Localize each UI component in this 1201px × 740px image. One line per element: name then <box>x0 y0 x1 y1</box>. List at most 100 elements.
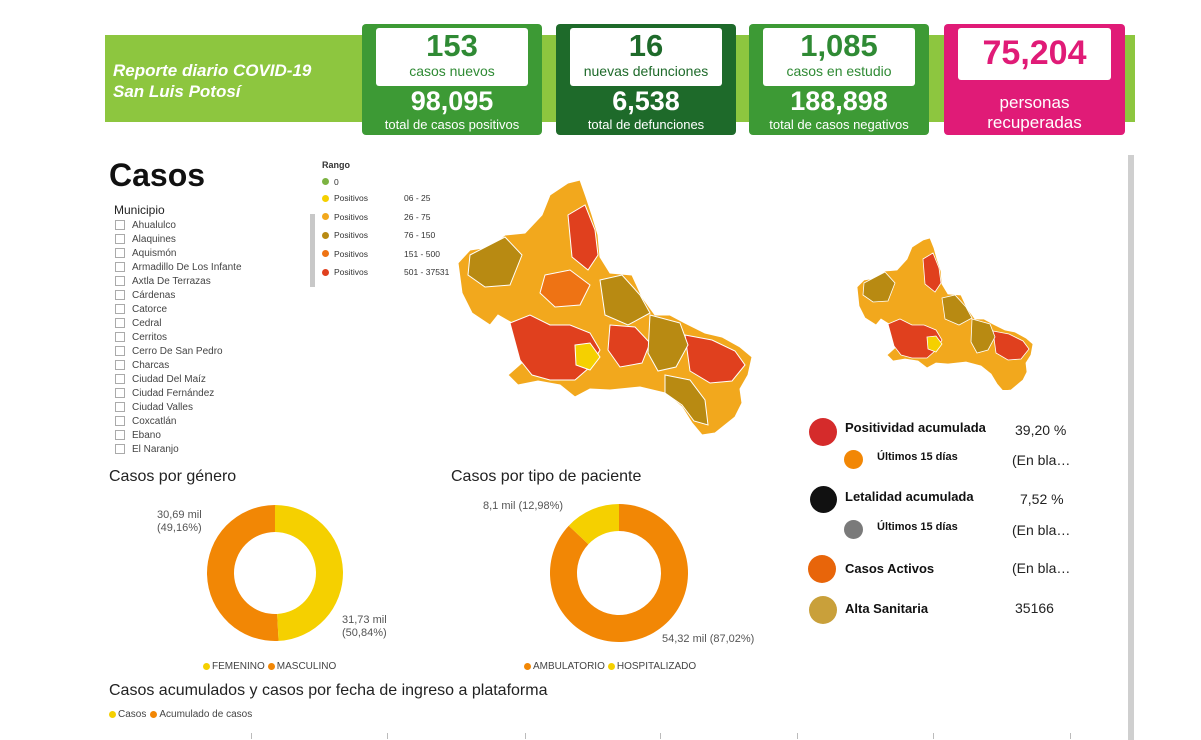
total-deaths-count: 6,538 <box>612 86 680 116</box>
alta-dot <box>809 596 837 624</box>
municipio-item[interactable]: Ciudad Fernández <box>115 386 315 400</box>
masculino-legend-dot <box>267 663 275 670</box>
municipio-filter-label: Municipio <box>114 203 165 217</box>
municipio-item[interactable]: Catorce <box>115 302 315 316</box>
total-deaths-label: total de defunciones <box>587 117 705 132</box>
municipio-checkbox[interactable] <box>115 220 125 230</box>
range-value: 06 - 25 <box>404 193 431 204</box>
municipio-checkbox[interactable] <box>115 416 125 426</box>
municipio-checkbox[interactable] <box>115 234 125 244</box>
casos-legend-label[interactable]: Casos <box>118 709 147 720</box>
gender-legend: FEMENINO MASCULINO <box>203 661 336 672</box>
municipio-label: Ciudad Fernández <box>132 387 215 399</box>
range-legend-item: Positivos 26 - 75 <box>322 208 449 227</box>
letalidad-value: 7,52 % <box>1020 491 1064 507</box>
gender-donut[interactable] <box>200 502 350 644</box>
femenino-legend-dot <box>203 663 210 670</box>
municipio-item[interactable]: Cerritos <box>115 330 315 344</box>
activos-value: (En bla… <box>1012 560 1071 576</box>
municipio-label: Alaquines <box>132 233 176 245</box>
municipio-checkbox[interactable] <box>115 276 125 286</box>
page-scrollbar[interactable] <box>1128 155 1134 740</box>
municipio-checkbox[interactable] <box>115 318 125 328</box>
municipio-item[interactable]: Alaquines <box>115 232 315 246</box>
recovered-count: 75,204 <box>982 34 1087 72</box>
municipio-item[interactable]: Axtla De Terrazas <box>115 274 315 288</box>
municipio-checkbox[interactable] <box>115 360 125 370</box>
state-map-large[interactable] <box>450 175 760 440</box>
range-value: 76 - 150 <box>404 230 436 241</box>
letalidad-15-label: Últimos 15 días <box>877 521 958 533</box>
municipio-checkbox[interactable] <box>115 304 125 314</box>
municipio-item[interactable]: Cárdenas <box>115 288 315 302</box>
municipio-label: Catorce <box>132 303 168 315</box>
letalidad-label: Letalidad acumulada <box>845 489 974 504</box>
patient-amb-label: 54,32 mil (87,02%) <box>662 633 755 645</box>
municipio-item[interactable]: Cerro De San Pedro <box>115 344 315 358</box>
range-dot <box>322 194 329 202</box>
timeline-axis-tick <box>1070 733 1071 739</box>
report-title-line2: San Luis Potosí <box>113 82 241 101</box>
municipio-item[interactable]: Armadillo De Los Infante <box>115 260 315 274</box>
municipio-item[interactable]: Ahualulco <box>115 218 315 232</box>
range-dot <box>322 213 329 221</box>
timeline-axis-tick <box>251 733 252 739</box>
municipio-label: Ciudad Valles <box>132 401 193 413</box>
municipio-item[interactable]: Cedral <box>115 316 315 330</box>
state-map-small[interactable] <box>852 235 1038 390</box>
municipio-item[interactable]: El Naranjo <box>115 442 315 456</box>
letalidad-15-dot <box>844 520 863 539</box>
municipio-checkbox[interactable] <box>115 248 125 258</box>
municipio-label: Axtla De Terrazas <box>132 275 211 287</box>
municipio-checkbox[interactable] <box>115 346 125 356</box>
municipio-item[interactable]: Ebano <box>115 428 315 442</box>
positividad-value: 39,20 % <box>1015 422 1067 438</box>
municipio-list: Ahualulco Alaquines Aquismón Armadillo De L… <box>115 218 315 456</box>
municipio-label: El Naranjo <box>132 443 179 455</box>
municipio-item[interactable]: Coxcatlán <box>115 414 315 428</box>
masculino-legend-label[interactable]: MASCULINO <box>276 661 337 672</box>
gender-chart-title: Casos por género <box>109 468 237 485</box>
municipio-checkbox[interactable] <box>115 262 125 272</box>
card-new-cases: 153 casos nuevos 98,095 total de casos p… <box>362 24 542 135</box>
municipio-checkbox[interactable] <box>115 402 125 412</box>
municipio-checkbox[interactable] <box>115 388 125 398</box>
municipio-checkbox[interactable] <box>115 374 125 384</box>
municipio-item[interactable]: Ciudad Del Maíz <box>115 372 315 386</box>
acumulado-legend-label[interactable]: Acumulado de casos <box>159 709 253 720</box>
ambulatorio-legend-label[interactable]: AMBULATORIO <box>533 661 605 672</box>
range-value: 26 - 75 <box>404 211 431 222</box>
municipio-item[interactable]: Charcas <box>115 358 315 372</box>
municipio-item[interactable]: Ciudad Valles <box>115 400 315 414</box>
municipio-item[interactable]: Aquismón <box>115 246 315 260</box>
alta-label: Alta Sanitaria <box>845 601 929 616</box>
range-label: Positivos <box>334 230 369 241</box>
municipio-checkbox[interactable] <box>115 444 125 454</box>
gender-femenino-slice <box>275 505 344 641</box>
municipio-scrollbar[interactable] <box>310 214 315 287</box>
municipio-label: Coxcatlán <box>132 415 177 427</box>
positividad-15-value: (En bla… <box>1012 452 1071 468</box>
card-new-deaths: 16 nuevas defunciones 6,538 total de def… <box>556 24 736 135</box>
municipio-checkbox[interactable] <box>115 332 125 342</box>
femenino-legend-label[interactable]: FEMENINO <box>212 661 265 672</box>
patient-donut[interactable] <box>541 502 696 644</box>
municipio-label: Cerritos <box>132 331 168 343</box>
municipio-checkbox[interactable] <box>115 430 125 440</box>
municipio-label: Ciudad Del Maíz <box>132 373 206 385</box>
municipio-label: Cárdenas <box>132 289 176 301</box>
hospitalizado-legend-label[interactable]: HOSPITALIZADO <box>616 661 697 672</box>
range-label: 0 <box>334 176 339 187</box>
municipio-checkbox[interactable] <box>115 290 125 300</box>
total-positive-label: total de casos positivos <box>384 117 520 132</box>
timeline-axis-tick <box>933 733 934 739</box>
activos-label: Casos Activos <box>845 561 935 576</box>
recovered-label: personas recuperadas <box>987 93 1082 132</box>
range-label: Positivos <box>334 267 369 278</box>
report-title: Reporte diario COVID-19 San Luis Potosí <box>113 60 311 102</box>
range-legend-item: Positivos 76 - 150 <box>322 226 449 245</box>
range-dot <box>322 268 329 276</box>
timeline-axis-tick <box>387 733 388 739</box>
study-cases-count: 1,085 <box>800 28 878 63</box>
gender-fem-label: 30,69 mil (49,16%) <box>157 509 202 534</box>
